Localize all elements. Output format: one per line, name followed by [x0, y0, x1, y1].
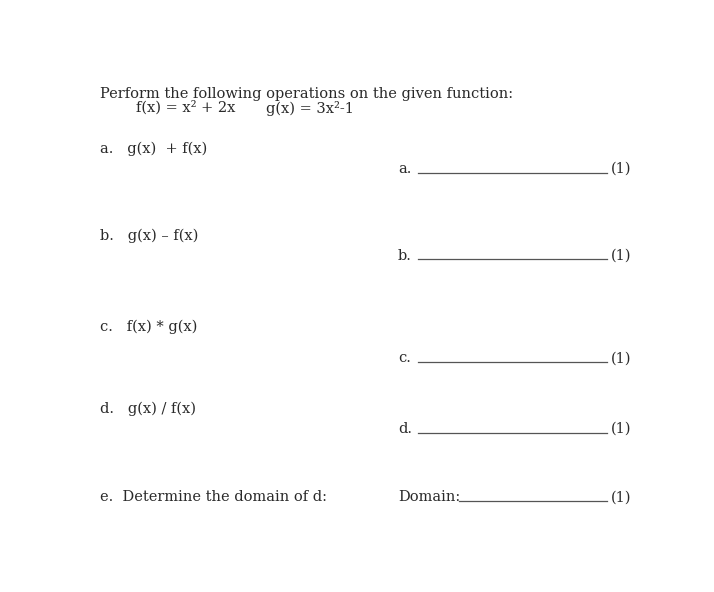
Text: e.  Determine the domain of d:: e. Determine the domain of d:	[100, 490, 327, 504]
Text: d.: d.	[398, 422, 412, 436]
Text: b.: b.	[398, 249, 412, 263]
Text: a.: a.	[398, 162, 411, 176]
Text: Perform the following operations on the given function:: Perform the following operations on the …	[100, 87, 513, 101]
Text: d.   g(x) / f(x): d. g(x) / f(x)	[100, 401, 196, 416]
Text: g(x) = 3x²-1: g(x) = 3x²-1	[266, 101, 354, 115]
Text: (1): (1)	[610, 162, 631, 176]
Text: (1): (1)	[610, 351, 631, 365]
Text: b.   g(x) – f(x): b. g(x) – f(x)	[100, 229, 198, 243]
Text: c.: c.	[398, 351, 411, 365]
Text: c.   f(x) * g(x): c. f(x) * g(x)	[100, 320, 198, 334]
Text: a.   g(x)  + f(x): a. g(x) + f(x)	[100, 141, 208, 156]
Text: f(x) = x² + 2x: f(x) = x² + 2x	[136, 101, 236, 115]
Text: (1): (1)	[610, 490, 631, 504]
Text: (1): (1)	[610, 422, 631, 436]
Text: (1): (1)	[610, 249, 631, 263]
Text: Domain:: Domain:	[398, 490, 461, 504]
